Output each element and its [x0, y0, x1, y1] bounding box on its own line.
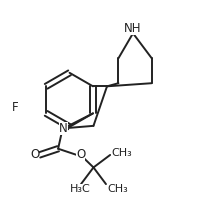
Text: O: O: [76, 149, 85, 161]
Text: CH₃: CH₃: [107, 184, 128, 194]
Text: CH₃: CH₃: [111, 148, 132, 158]
Text: O: O: [30, 149, 39, 161]
Text: H₃C: H₃C: [70, 184, 90, 194]
Text: N: N: [59, 122, 68, 135]
Text: F: F: [12, 101, 19, 114]
Text: NH: NH: [124, 22, 142, 35]
